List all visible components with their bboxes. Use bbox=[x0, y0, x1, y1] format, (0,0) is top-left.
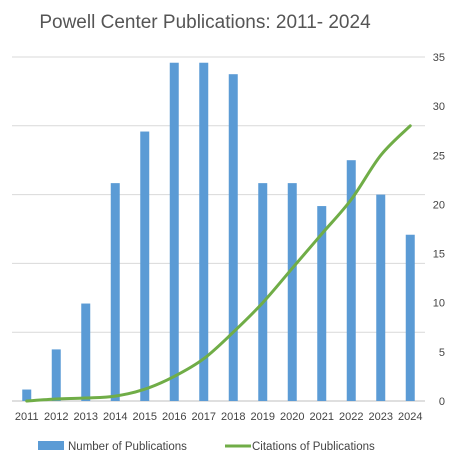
y-right-tick-label: 30 bbox=[433, 101, 445, 113]
bar-2014 bbox=[110, 183, 120, 401]
bars-layer bbox=[22, 62, 415, 402]
bar-2013 bbox=[81, 303, 91, 401]
x-tick-label: 2011 bbox=[15, 411, 39, 423]
x-tick-label: 2024 bbox=[398, 411, 422, 423]
bar-2022 bbox=[346, 160, 356, 401]
legend-label-citations: Citations of Publications bbox=[252, 441, 375, 453]
x-tick-labels: 2011 2012 2013 2014 2015 2016 2017 2018 2019 2020… bbox=[15, 411, 423, 423]
x-tick-label: 2015 bbox=[133, 411, 157, 423]
legend-label-publications: Number of Publications bbox=[68, 441, 187, 453]
bar-2011 bbox=[22, 389, 32, 401]
x-tick-label: 2017 bbox=[192, 411, 216, 423]
bar-2015 bbox=[140, 131, 150, 402]
x-tick-label: 2016 bbox=[162, 411, 186, 423]
bar-2012 bbox=[51, 349, 61, 401]
grid-layer bbox=[12, 56, 425, 402]
legend: Number of Publications Citations of Publi… bbox=[38, 441, 375, 453]
bar-2024 bbox=[405, 234, 415, 401]
x-tick-label: 2023 bbox=[369, 411, 393, 423]
bar-2023 bbox=[376, 194, 386, 401]
citations-line bbox=[25, 124, 412, 403]
x-tick-label: 2020 bbox=[280, 411, 304, 423]
bar-2020 bbox=[287, 183, 297, 401]
y-right-tick-label: 35 bbox=[433, 52, 445, 64]
bar-2021 bbox=[317, 206, 327, 401]
x-tick-label: 2012 bbox=[44, 411, 68, 423]
x-tick-label: 2013 bbox=[74, 411, 98, 423]
chart-title: Powell Center Publications: 2011- 2024 bbox=[39, 12, 371, 33]
y-right-tick-label: 15 bbox=[433, 249, 445, 261]
bar-2017 bbox=[199, 62, 209, 401]
y-right-tick-label: 25 bbox=[433, 150, 445, 162]
bar-2016 bbox=[169, 62, 179, 401]
legend-swatch-publications bbox=[38, 441, 64, 450]
y-right-tick-labels: 0 5 10 15 20 25 30 35 bbox=[433, 52, 445, 408]
x-tick-label: 2021 bbox=[310, 411, 334, 423]
x-tick-label: 2014 bbox=[103, 411, 127, 423]
line-layer bbox=[25, 124, 412, 403]
y-right-tick-label: 0 bbox=[439, 396, 445, 408]
x-tick-label: 2019 bbox=[251, 411, 275, 423]
bar-2019 bbox=[258, 183, 268, 401]
x-tick-label: 2022 bbox=[339, 411, 363, 423]
bar-2018 bbox=[228, 74, 238, 401]
x-tick-label: 2018 bbox=[221, 411, 245, 423]
y-right-tick-label: 20 bbox=[433, 199, 445, 211]
y-right-tick-label: 5 bbox=[439, 347, 445, 359]
y-right-tick-label: 10 bbox=[433, 298, 445, 310]
